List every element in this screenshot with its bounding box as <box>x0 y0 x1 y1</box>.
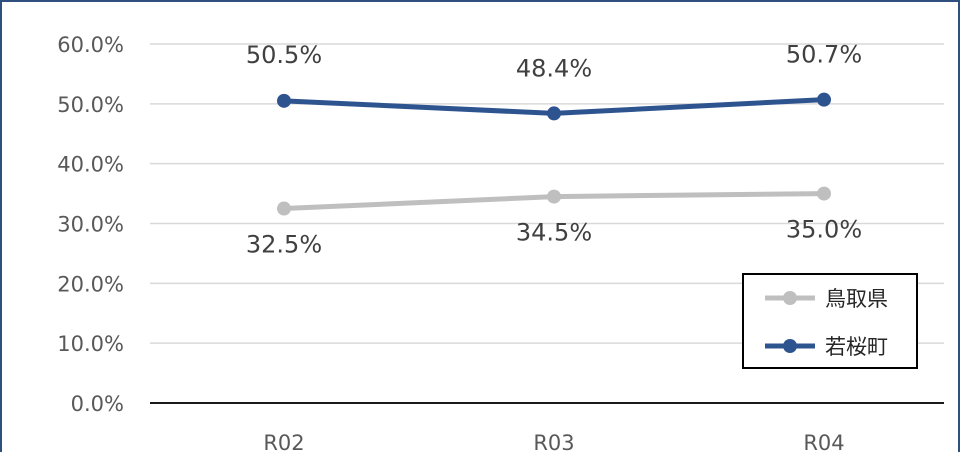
y-tick-label: 50.0% <box>57 93 124 117</box>
y-tick-label: 40.0% <box>57 153 124 177</box>
data-point <box>817 187 831 201</box>
legend-swatch-marker <box>783 339 797 353</box>
data-point <box>547 190 561 204</box>
y-tick-label: 10.0% <box>57 332 124 356</box>
data-point <box>277 94 291 108</box>
legend-label: 若桜町 <box>825 335 888 359</box>
x-tick-label: R04 <box>803 431 844 454</box>
data-label: 50.7% <box>786 41 862 69</box>
x-tick-label: R03 <box>533 431 574 454</box>
legend-label: 鳥取県 <box>825 287 888 311</box>
data-point <box>547 106 561 120</box>
data-point <box>277 202 291 216</box>
legend-swatch-marker <box>783 291 797 305</box>
y-tick-label: 30.0% <box>57 213 124 237</box>
data-label: 50.5% <box>246 41 322 69</box>
data-label: 32.5% <box>246 231 322 259</box>
data-label: 34.5% <box>516 219 592 247</box>
data-label: 48.4% <box>516 54 592 82</box>
y-tick-label: 20.0% <box>57 272 124 296</box>
y-tick-label: 60.0% <box>57 33 124 57</box>
data-point <box>817 93 831 107</box>
data-label: 35.0% <box>786 216 862 244</box>
y-tick-label: 0.0% <box>71 392 124 416</box>
x-tick-label: R02 <box>263 431 304 454</box>
